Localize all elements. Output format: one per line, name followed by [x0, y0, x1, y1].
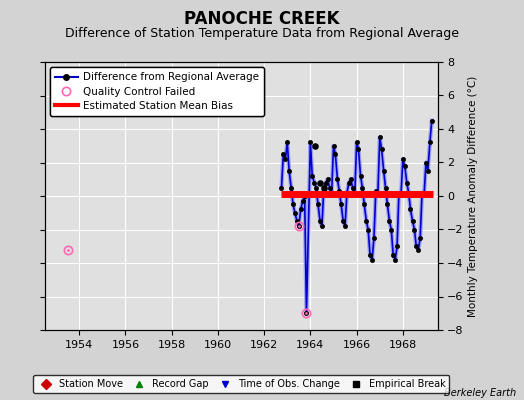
- Legend: Difference from Regional Average, Quality Control Failed, Estimated Station Mean: Difference from Regional Average, Qualit…: [50, 67, 264, 116]
- Legend: Station Move, Record Gap, Time of Obs. Change, Empirical Break: Station Move, Record Gap, Time of Obs. C…: [32, 375, 450, 393]
- Text: Difference of Station Temperature Data from Regional Average: Difference of Station Temperature Data f…: [65, 27, 459, 40]
- Point: [320, 184, 329, 191]
- Y-axis label: Monthly Temperature Anomaly Difference (°C): Monthly Temperature Anomaly Difference (…: [468, 75, 478, 317]
- Point: [315, 179, 324, 186]
- Point: [311, 142, 319, 149]
- Text: PANOCHE CREEK: PANOCHE CREEK: [184, 10, 340, 28]
- Text: Berkeley Earth: Berkeley Earth: [444, 388, 516, 398]
